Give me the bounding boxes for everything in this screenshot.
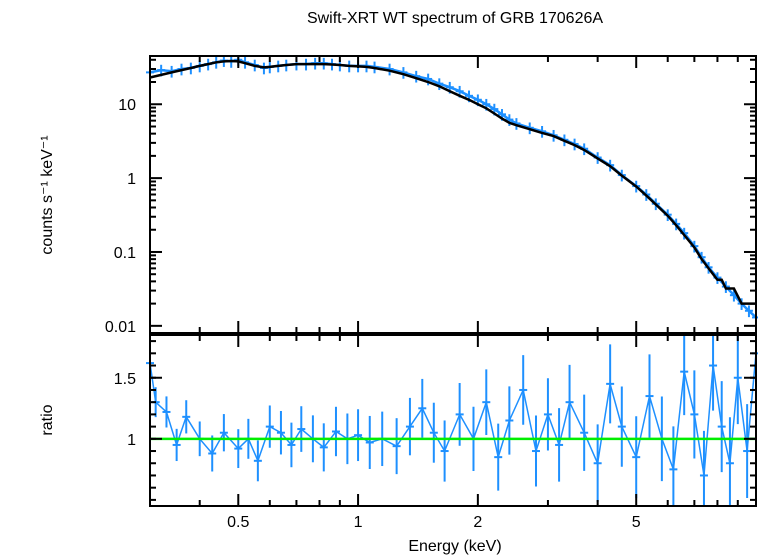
y-tick-label: 0.1: [114, 245, 136, 262]
ratio-y-axis-label: ratio: [39, 404, 56, 435]
energy-x-axis-label: Energy (keV): [408, 538, 501, 555]
model-curve: [149, 59, 756, 305]
y-tick-label: 10: [118, 97, 136, 114]
x-tick-label: 0.5: [227, 514, 249, 531]
x-tick-label: 5: [632, 514, 641, 531]
spectrum-model-series: [149, 59, 756, 305]
spectrum-panel: 0.01 0.1 1 10 counts s⁻¹ keV⁻¹: [39, 55, 758, 336]
ratio-plot-frame: [149, 334, 757, 507]
x-tick-label: 1: [354, 514, 363, 531]
ratio-panel: 11.5 0.5 1 2 5 ratio Energy (keV): [39, 334, 758, 555]
y-tick-label: 0.01: [105, 319, 136, 336]
y-tick-label: 1: [127, 432, 136, 449]
ratio-data-series: [146, 335, 758, 506]
energy-x-tick-labels: 0.5 1 2 5: [227, 514, 641, 531]
ratio-axis-ticks: [149, 335, 756, 506]
spectrum-y-tick-labels: 0.01 0.1 1 10: [105, 97, 136, 336]
chart-title: Swift-XRT WT spectrum of GRB 170626A: [307, 10, 603, 27]
ratio-data-trace: [149, 353, 757, 476]
spectrum-y-axis-label: counts s⁻¹ keV⁻¹: [39, 135, 56, 254]
spectrum-data-series: [146, 56, 758, 324]
spectrum-axis-ticks: [149, 56, 756, 333]
y-tick-label: 1: [127, 171, 136, 188]
spectrum-data-trace: [149, 58, 757, 319]
spectrum-plot-frame: [149, 55, 757, 334]
ratio-y-tick-labels: 11.5: [114, 371, 136, 449]
y-tick-label: 1.5: [114, 371, 136, 388]
x-tick-label: 2: [473, 514, 482, 531]
